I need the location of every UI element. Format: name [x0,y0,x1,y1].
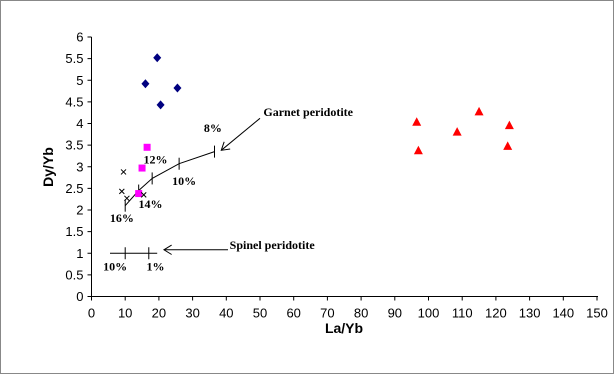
y-tick-label: 4 [76,116,83,131]
y-tick-label: 3 [76,159,83,174]
x-tick-label: 20 [152,306,166,321]
x-axis-title: La/Yb [325,320,363,336]
x-tick-label: 120 [485,306,507,321]
square-point [135,190,143,198]
x-tick-label: 110 [452,306,473,321]
annotation-label: 10% [103,260,127,274]
y-tick-label: 2.5 [65,181,83,196]
y-tick-label: 5 [76,73,83,88]
x-point [118,188,125,195]
triangle-point [412,117,422,126]
annotation-label: 1% [147,260,165,274]
y-tick-label: 5.5 [65,51,83,66]
diamond-point [153,53,162,63]
triangle-point [413,145,423,155]
x-tick-label: 0 [88,306,95,321]
arrow-head [162,244,172,255]
x-tick-label: 60 [286,306,300,321]
axes [91,37,598,297]
square-point [143,143,151,151]
x-tick-label: 10 [118,306,132,321]
data-points [118,53,514,202]
y-axis-title: Dy/Yb [40,147,56,187]
diamond-point [141,79,150,89]
x-tick-label: 90 [388,306,402,321]
y-tick-label: 0 [76,289,83,304]
x-point [120,169,127,175]
annotation-label: 16% [110,211,134,225]
y-tick-label: 0.5 [65,267,83,282]
x-tick-label: 150 [586,306,608,321]
x-tick-label: 140 [552,306,574,321]
triangle-point [503,141,513,150]
annotation-arrows [162,117,261,255]
x-point [124,195,130,202]
x-tick-label: 100 [418,306,440,321]
triangle-point [504,120,514,130]
annotation-label: 12% [144,152,168,166]
x-ticks: 0 10 20 30 40 50 60 70 80 90 100 110 120 130 140 150 [88,296,608,321]
y-tick-label: 2 [76,203,83,218]
x-tick-label: 40 [219,306,233,321]
diamond-point [156,100,165,110]
diamond-point [173,83,182,93]
y-ticks: 0 0.5 1 1.5 2 2.5 3 3.5 4 4.5 5 5.5 6 [65,30,92,304]
x-point [140,192,147,198]
y-tick-label: 1 [76,246,83,261]
y-tick-label: 6 [76,30,83,45]
y-tick-label: 4.5 [65,94,83,109]
y-tick-label: 3.5 [65,138,83,153]
triangle-point [452,127,462,136]
x-tick-label: 70 [320,306,334,321]
square-point [138,164,146,172]
arrow-head [220,141,231,151]
annotation-label: 10% [172,174,196,188]
y-tick-label: 1.5 [65,224,83,239]
annotation-label: 14% [138,197,162,211]
arrow-line [220,117,261,151]
annotation-label: 8% [204,121,222,135]
x-tick-label: 80 [354,306,368,321]
triangle-point [474,106,484,116]
x-tick-label: 130 [519,306,541,321]
x-tick-label: 30 [185,306,199,321]
x-tick-label: 50 [253,306,267,321]
annotations: Garnet peridotite Spinel peridotite 8% 12% 1… [103,105,354,273]
annotation-label: Spinel peridotite [230,238,316,252]
annotation-label: Garnet peridotite [263,105,353,119]
